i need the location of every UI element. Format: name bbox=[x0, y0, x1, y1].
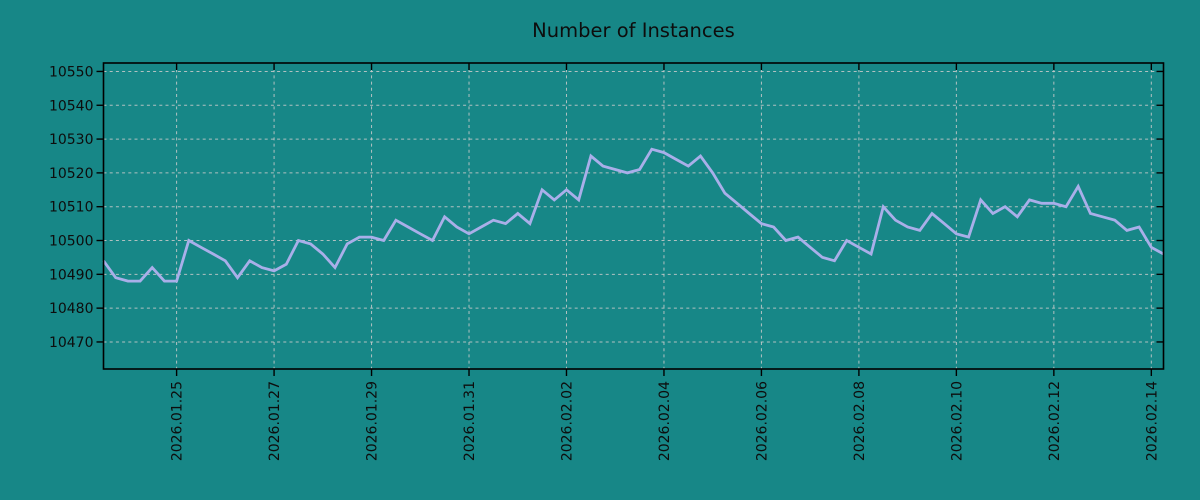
axes bbox=[96, 62, 1165, 376]
data-line bbox=[102, 147, 1165, 283]
x-axis-tick-label: 2026.02.14 bbox=[1144, 381, 1160, 461]
gridlines bbox=[103, 63, 1164, 369]
chart-title: Number of Instances bbox=[532, 19, 735, 42]
axis-labels: 10470 10480 10490 10500 10510 10520 10530 10540… bbox=[49, 64, 1160, 461]
x-axis-tick-label: 2026.02.04 bbox=[657, 381, 673, 461]
x-axis-tick-label: 2026.01.29 bbox=[365, 381, 381, 461]
data-series bbox=[102, 147, 1165, 283]
y-axis-tick-label: 10490 bbox=[49, 267, 94, 283]
y-axis-tick-label: 10470 bbox=[49, 335, 94, 351]
x-axis-tick-label: 2026.01.31 bbox=[462, 381, 478, 461]
y-axis-tick-label: 10500 bbox=[49, 234, 94, 250]
x-axis-tick-label: 2026.01.27 bbox=[267, 381, 283, 461]
x-axis-tick-label: 2026.02.10 bbox=[949, 381, 965, 461]
x-axis-tick-label: 2026.02.02 bbox=[559, 381, 575, 461]
y-axis-tick-label: 10480 bbox=[49, 301, 94, 317]
y-axis-tick-label: 10540 bbox=[49, 98, 94, 114]
y-axis-tick-label: 10530 bbox=[49, 132, 94, 148]
y-axis-tick-label: 10510 bbox=[49, 200, 94, 216]
x-axis-tick-label: 2026.02.12 bbox=[1047, 381, 1063, 461]
x-axis-tick-label: 2026.02.08 bbox=[852, 381, 868, 461]
x-axis-tick-label: 2026.01.25 bbox=[170, 381, 186, 461]
plot-border bbox=[102, 62, 1165, 370]
x-axis-tick-label: 2026.02.06 bbox=[754, 381, 770, 461]
y-axis-tick-label: 10550 bbox=[49, 64, 94, 80]
y-axis-tick-label: 10520 bbox=[49, 166, 94, 182]
